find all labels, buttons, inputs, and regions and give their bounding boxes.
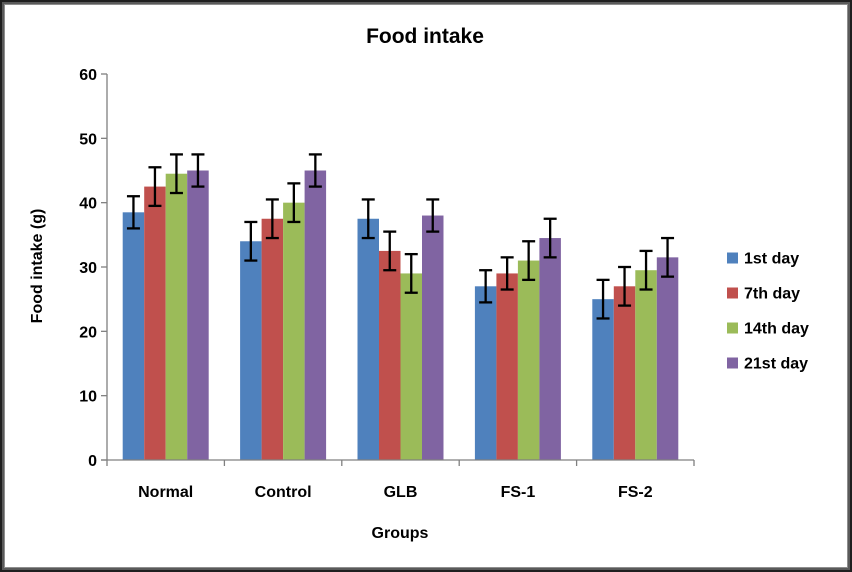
error-bar-glb-21st-day [426,198,440,233]
y-tick-label-40: 40 [79,196,97,213]
legend-swatch-21st-day [727,357,738,369]
chart-title: Food intake [366,25,484,48]
legend-item-7th-day: 7th day [727,286,800,303]
error-bar-fs-2-21st-day [661,236,675,278]
error-bar-glb-7th-day [383,230,397,272]
legend-item-14th-day: 14th day [727,321,809,338]
bar-fs-2-1st-day [592,299,614,460]
error-bar-fs-2-1st-day [596,278,610,320]
legend-swatch-1st-day [727,252,738,264]
y-tick-label-50: 50 [79,131,97,148]
error-bar-control-7th-day [265,198,279,240]
error-bar-fs-2-7th-day [618,265,632,307]
bar-glb-1st-day [357,218,379,460]
bar-fs-1-7th-day [496,273,518,460]
bar-control-7th-day [261,218,284,460]
bar-normal-1st-day [122,212,145,460]
legend-label-21st-day: 21st day [744,356,808,373]
y-tick-label-30: 30 [79,260,97,277]
error-bar-fs-1-7th-day [500,256,514,291]
error-bar-fs-2-14th-day [639,249,653,291]
bar-normal-14th-day [165,173,188,460]
y-tick-label-10: 10 [79,389,97,406]
legend-swatch-14th-day [727,322,738,334]
legend-label-14th-day: 14th day [744,321,809,338]
error-bar-control-21st-day [308,153,322,188]
bar-control-14th-day [283,202,305,460]
y-axis-title: Food intake (g) [29,209,46,324]
error-bar-normal-21st-day [191,153,205,188]
legend-item-21st-day: 21st day [727,356,808,373]
bar-normal-21st-day [187,170,209,460]
bar-fs-2-21st-day [656,257,679,460]
error-bar-fs-1-21st-day [543,217,557,259]
bar-fs-1-21st-day [539,238,561,460]
x-tick-label-fs-2: FS-2 [618,484,653,501]
error-bar-control-14th-day [287,182,301,224]
bar-glb-14th-day [400,273,422,460]
bar-control-21st-day [304,170,327,460]
legend-label-7th-day: 7th day [744,286,800,303]
bar-glb-21st-day [422,215,444,460]
x-tick-label-fs-1: FS-1 [501,484,536,501]
error-bar-fs-1-14th-day [522,240,536,282]
error-bar-fs-1-1st-day [479,269,493,304]
bar-fs-2-14th-day [635,270,657,460]
bar-fs-1-14th-day [517,260,540,460]
x-axis-title: Groups [372,525,429,542]
y-tick-label-20: 20 [79,324,97,341]
x-tick-label-glb: GLB [384,484,418,501]
error-bar-glb-14th-day [404,252,418,294]
bar-fs-2-7th-day [613,286,636,460]
error-bar-glb-1st-day [361,198,375,240]
legend-item-1st-day: 1st day [727,251,799,268]
error-bar-control-1st-day [244,220,258,262]
error-bar-normal-1st-day [126,195,140,230]
error-bar-normal-14th-day [169,153,183,195]
bar-normal-7th-day [144,186,166,461]
bar-fs-1-1st-day [474,286,497,460]
legend-swatch-7th-day [727,287,738,299]
bar-glb-7th-day [379,250,401,460]
legend-label-1st-day: 1st day [744,251,799,268]
y-tick-label-60: 60 [79,67,97,84]
error-bar-normal-7th-day [148,166,162,208]
x-tick-label-control: Control [255,484,312,501]
bar-control-1st-day [240,241,262,460]
x-tick-label-normal: Normal [138,484,193,501]
y-tick-label-0: 0 [88,453,97,470]
